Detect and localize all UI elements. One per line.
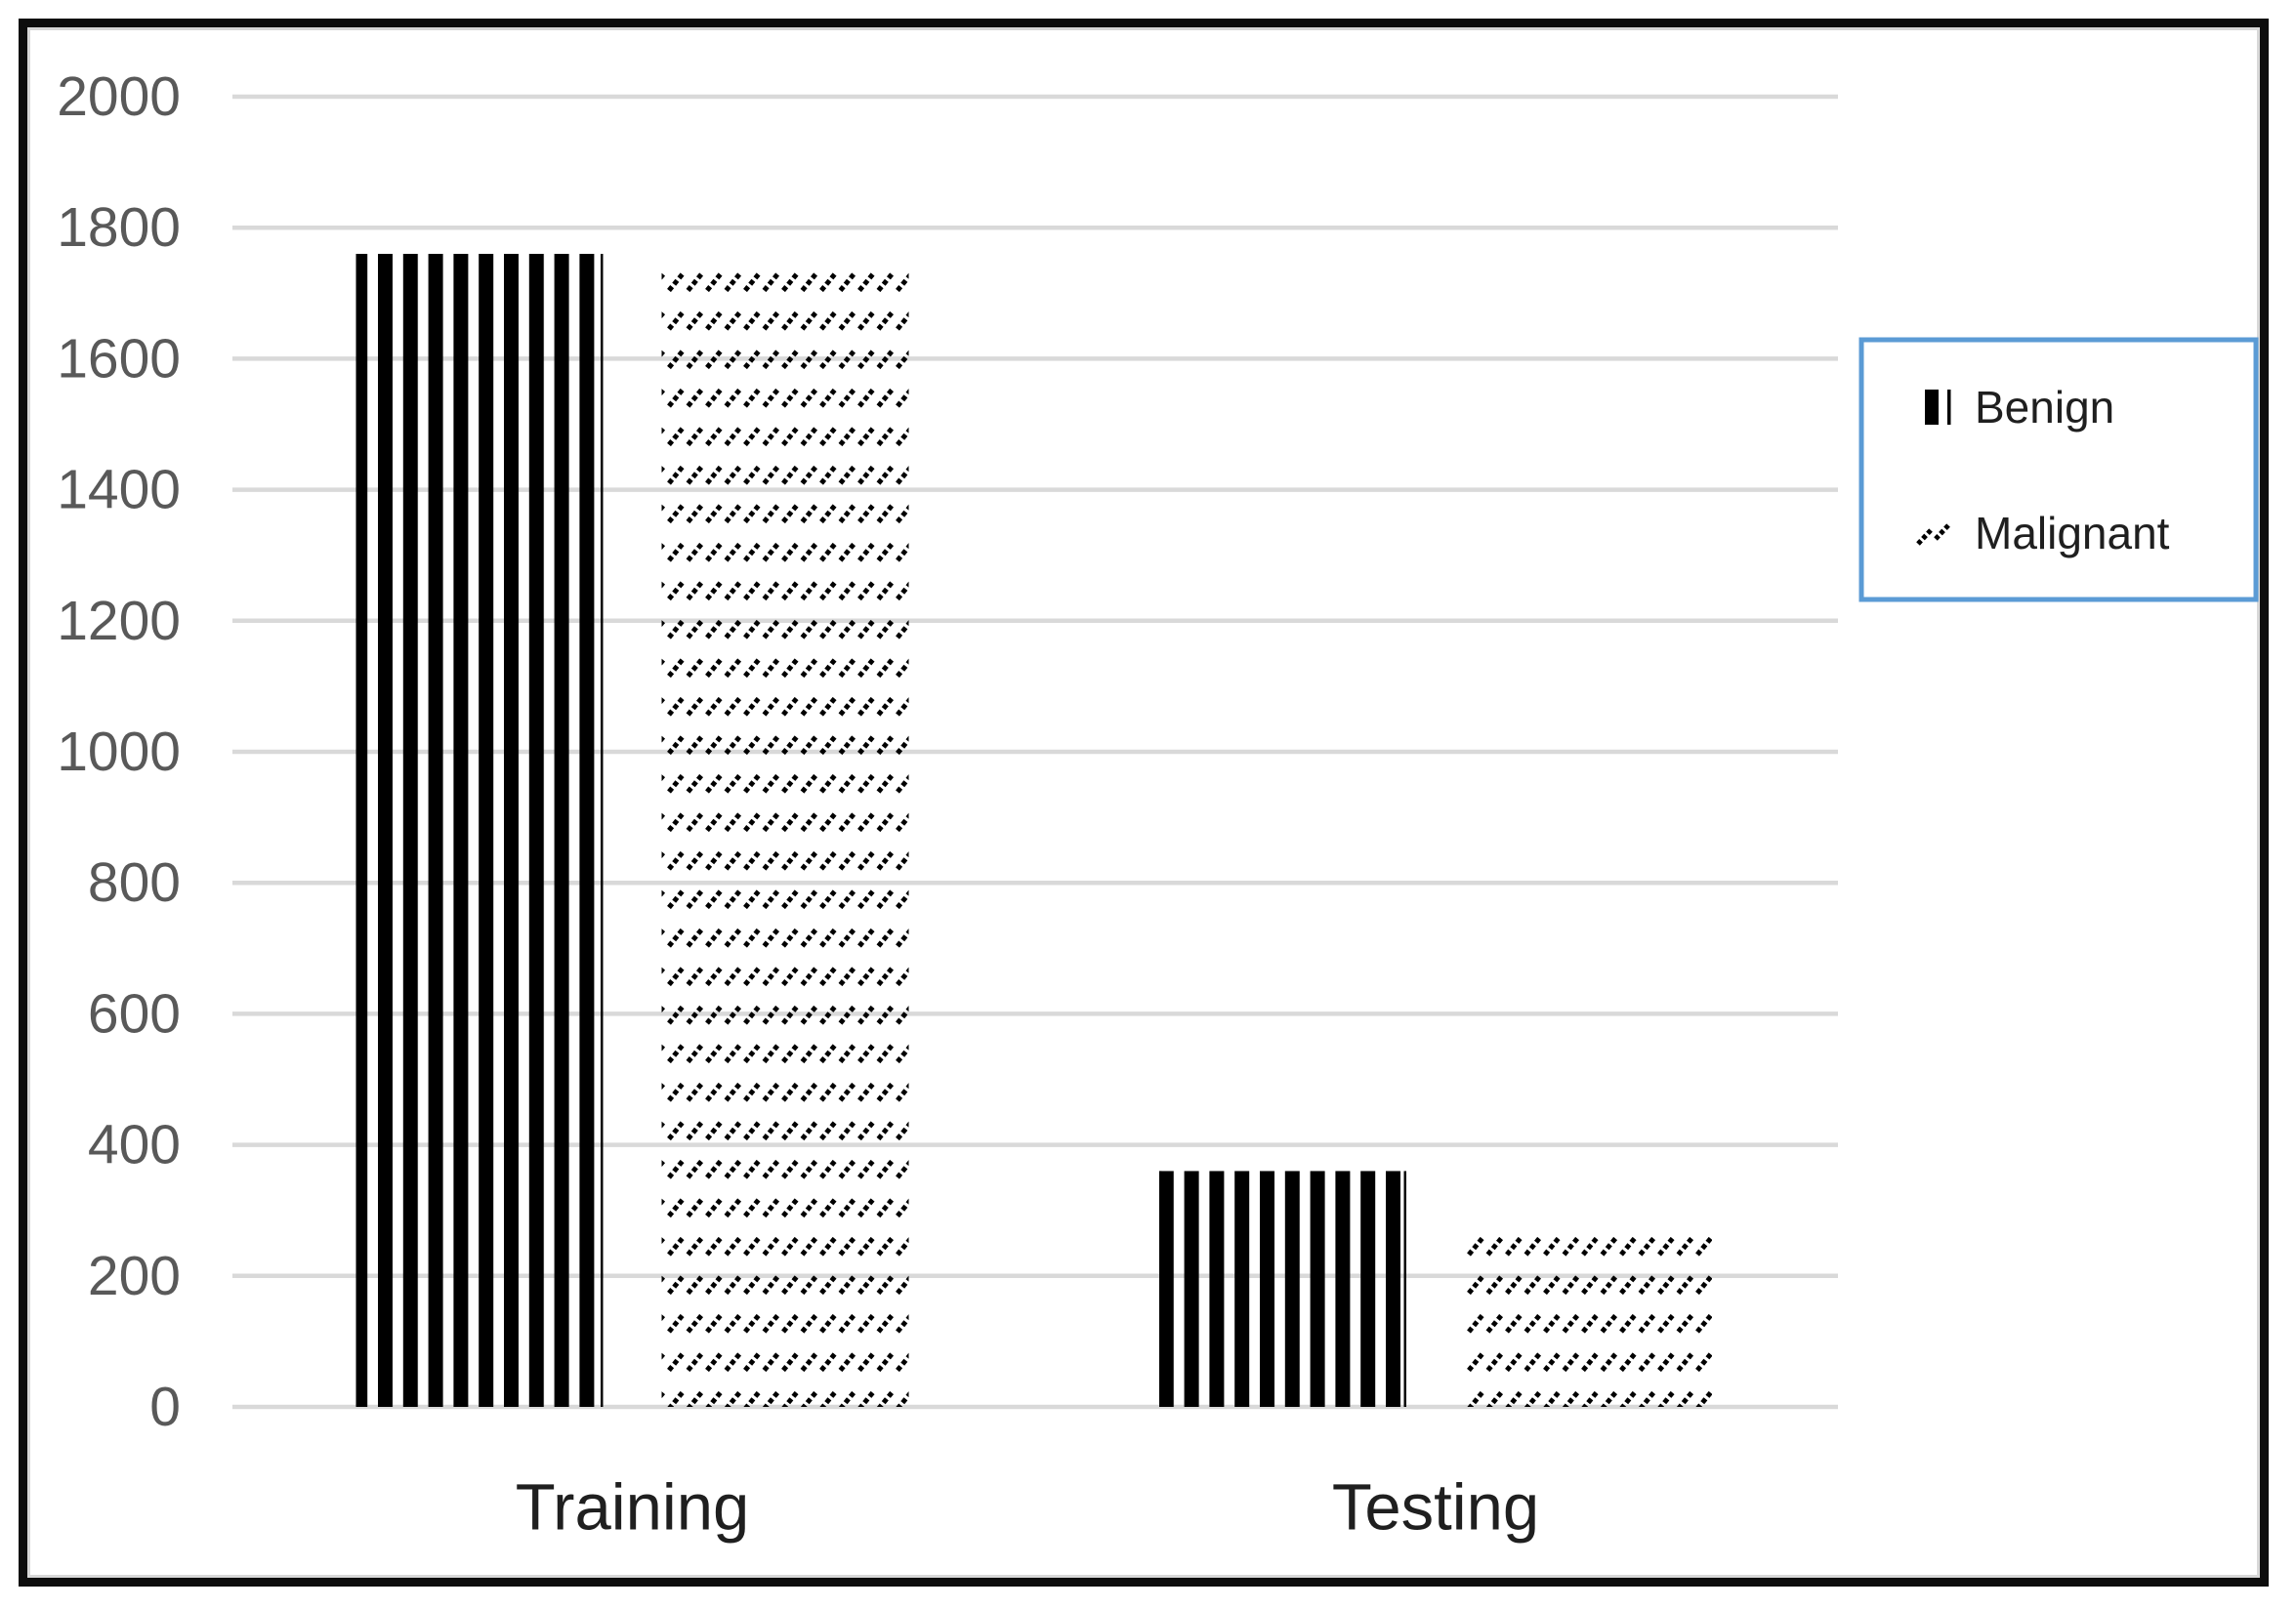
y-tick-label: 1600 (57, 327, 181, 390)
bar-edge-line (355, 254, 358, 1407)
y-tick-label: 1200 (57, 590, 181, 652)
y-tick-label: 800 (88, 851, 181, 914)
y-tick-label: 200 (88, 1245, 181, 1307)
legend-label-malignant: Malignant (1975, 508, 2170, 558)
x-axis-category-labels: Training Testing (516, 1471, 1539, 1545)
y-tick-label: 400 (88, 1114, 181, 1176)
legend-box (1858, 337, 2259, 602)
y-tick-label: 1400 (57, 459, 181, 521)
bar-malignant-testing (1465, 1223, 1712, 1407)
legend-swatch-benign-icon (1947, 390, 1951, 425)
legend-swatch-malignant-icon (1916, 527, 1934, 546)
legend-swatch-malignant-icon (1934, 522, 1951, 541)
y-tick-label: 1800 (57, 196, 181, 259)
y-tick-label: 2000 (57, 65, 181, 128)
bar-edge-line (1403, 1171, 1406, 1407)
bar-benign-training (355, 254, 604, 1407)
bar-edge-line (1159, 1171, 1162, 1407)
legend-label-benign: Benign (1975, 382, 2114, 433)
bar-benign-testing (1159, 1171, 1406, 1407)
legend-swatch-benign-icon (1925, 390, 1939, 425)
bars (355, 254, 1712, 1407)
bar-edge-line (601, 254, 604, 1407)
y-tick-label: 1000 (57, 721, 181, 783)
y-axis-tick-labels: 0 200 400 600 800 1000 1200 1400 1600 1800 2000 (57, 65, 181, 1438)
y-tick-label: 0 (149, 1376, 181, 1438)
y-tick-label: 600 (88, 982, 181, 1045)
category-label-training: Training (516, 1471, 750, 1545)
bar-malignant-training (661, 254, 909, 1407)
legend: Benign Malignant (1858, 337, 2259, 602)
category-label-testing: Testing (1332, 1471, 1539, 1545)
